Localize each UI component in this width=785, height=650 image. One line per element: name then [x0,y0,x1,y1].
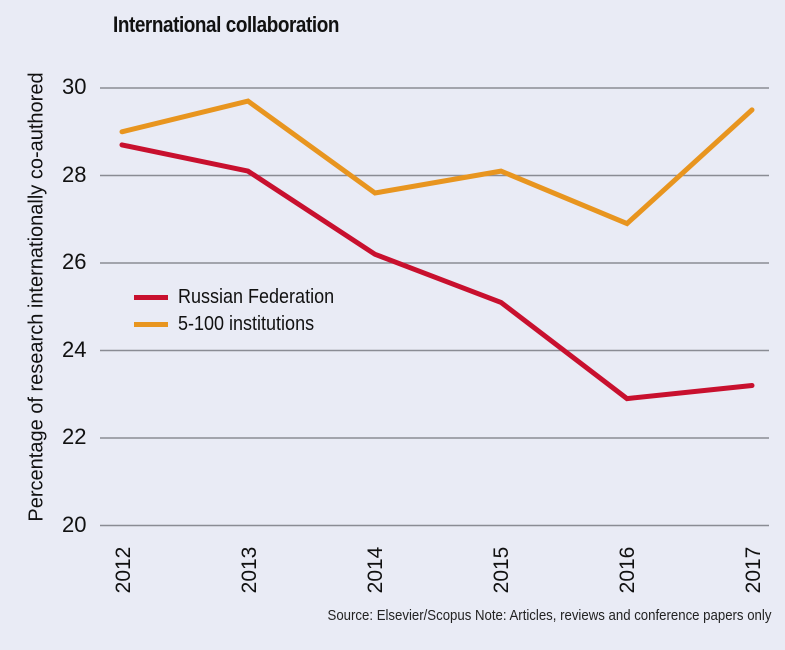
y-tick-30: 30 [62,74,87,99]
legend-swatch-red [134,295,168,300]
gridlines [100,87,769,527]
y-tick-26: 26 [62,249,87,274]
y-tick-22: 22 [62,424,87,449]
legend-label: Russian Federation [178,286,335,308]
y-tick-24: 24 [62,337,87,362]
x-tick-2013: 2013 [238,546,261,594]
legend-item-5-100-institutions: 5-100 institutions [134,311,351,338]
y-tick-20: 20 [62,512,87,537]
source-note: Source: Elsevier/Scopus Note: Articles, … [327,607,771,624]
x-tick-2012: 2012 [112,546,135,594]
legend: Russian Federation 5-100 institutions [134,284,351,338]
x-tick-2017: 2017 [742,546,765,594]
chart-title: International collaboration [113,12,339,37]
legend-swatch-orange [134,322,168,327]
y-tick-28: 28 [62,162,87,187]
legend-label: 5-100 institutions [178,313,315,335]
series-line-russian-federation [119,142,755,402]
x-tick-2016: 2016 [616,546,639,594]
series-line-5-100-institutions [119,98,755,227]
x-tick-2015: 2015 [490,546,513,594]
x-tick-2014: 2014 [364,546,387,594]
legend-item-russian-federation: Russian Federation [134,284,351,311]
